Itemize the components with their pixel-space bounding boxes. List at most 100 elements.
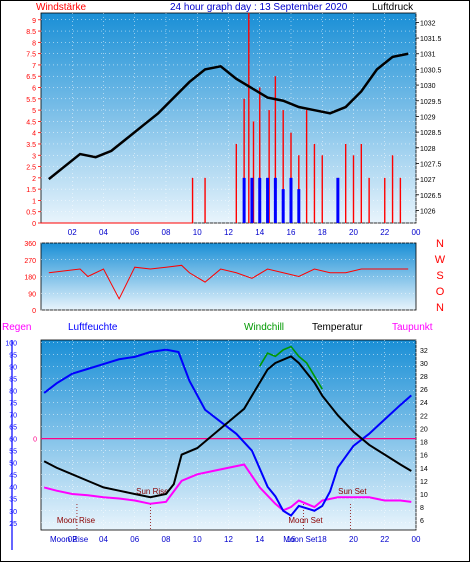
pressure-tick-label: 1026.5 (420, 193, 442, 200)
humidity-tick-label: 35 (9, 497, 17, 504)
temperature-tick-label: 18 (420, 440, 428, 447)
wind-tick-label: 6 (32, 86, 36, 93)
x-tick-label: 06 (130, 228, 139, 237)
x-tick-label: 20 (349, 228, 358, 237)
pressure-tick-label: 1028 (420, 146, 436, 153)
wind-tick-label: 5 (32, 108, 36, 115)
humidity-temperature-plot-area (40, 339, 417, 531)
x-tick-label: 16 (287, 228, 296, 237)
direction-tick-label: 360 (24, 241, 36, 248)
direction-tick-label: 0 (32, 308, 36, 315)
sun-set-annotation: Sun Set (338, 487, 367, 496)
pressure-tick-label: 1029.5 (420, 99, 442, 106)
temperature-tick-label: 10 (420, 492, 428, 499)
dewpoint-legend: Taupunkt (392, 322, 433, 333)
humidity-tick-label: 85 (9, 376, 17, 383)
pressure-tick-label: 1031 (420, 52, 436, 59)
humidity-tick-label: 90 (9, 364, 17, 371)
compass-label: S (436, 270, 443, 282)
x-tick-label: 10 (193, 228, 202, 237)
wind-tick-label: 4 (32, 131, 36, 138)
humidity-tick-label: 70 (9, 413, 17, 420)
wind-tick-label: 2 (32, 176, 36, 183)
direction-tick-label: 270 (24, 258, 36, 265)
temperature-tick-label: 12 (420, 479, 428, 486)
sun-rise-annotation: Sun Rise (136, 487, 169, 496)
wind-tick-label: 2.5 (26, 165, 36, 172)
temperature-tick-label: 20 (420, 426, 428, 433)
wind-tick-label: 8 (32, 40, 36, 47)
x-tick-label: 08 (162, 228, 171, 237)
wind-tick-label: 5.5 (26, 97, 36, 104)
direction-tick-label: 180 (24, 275, 36, 282)
moon-rise-annotation: Moon Rise (57, 516, 96, 525)
x-tick-label: 04 (99, 228, 108, 237)
humidity-tick-label: 80 (9, 389, 17, 396)
x-tick-label: 12 (224, 228, 233, 237)
x-tick-label: 22 (380, 228, 389, 237)
humidity-tick-label: 65 (9, 425, 17, 432)
x-tick-label: 10 (193, 535, 202, 544)
pressure-tick-label: 1030.5 (420, 67, 442, 74)
wind-tick-label: 1 (32, 198, 36, 205)
x-tick-label: 06 (130, 535, 139, 544)
humidity-tick-label: 40 (9, 485, 17, 492)
wind-tick-label: 0 (32, 221, 36, 228)
wind-tick-label: 7 (32, 63, 36, 70)
moon-set-annotation: Moon Set (288, 516, 323, 525)
moon-set-axis-label: Moon Set (283, 535, 318, 544)
humidity-tick-label: 100 (5, 340, 17, 347)
wind-tick-label: 9 (32, 18, 36, 25)
x-tick-label: 14 (255, 535, 264, 544)
humidity-tick-label: 50 (9, 461, 17, 468)
wind-tick-label: 8.5 (26, 29, 36, 36)
temperature-tick-label: 6 (420, 518, 424, 525)
wind-tick-label: 7.5 (26, 52, 36, 59)
humidity-line (43, 348, 412, 517)
x-tick-label: 00 (412, 228, 421, 237)
wind-tick-label: 6.5 (26, 74, 36, 81)
pressure-tick-label: 1027.5 (420, 161, 442, 168)
pressure-axis-title: Luftdruck (372, 2, 414, 13)
x-tick-label: 08 (162, 535, 171, 544)
temperature-tick-label: 14 (420, 466, 428, 473)
humidity-tick-label: 95 (9, 352, 17, 359)
x-tick-label: 02 (68, 535, 77, 544)
temperature-legend: Temperatur (312, 322, 363, 333)
temperature-tick-label: 22 (420, 413, 428, 420)
wind-tick-label: 4.5 (26, 119, 36, 126)
humidity-axis-title: Luftfeuchte (68, 322, 118, 333)
wind-tick-label: 0.5 (26, 210, 36, 217)
x-tick-label: 04 (99, 535, 108, 544)
x-tick-label: 14 (255, 228, 264, 237)
temperature-tick-label: 26 (420, 387, 428, 394)
humidity-tick-label: 55 (9, 449, 17, 456)
x-tick-label: 18 (318, 228, 327, 237)
moon-rise-axis-label: Moon Rise (50, 535, 89, 544)
direction-tick-label: 90 (28, 291, 36, 298)
compass-label: W (435, 254, 446, 266)
wind-tick-label: 3 (32, 153, 36, 160)
x-tick-label: 20 (349, 535, 358, 544)
humidity-tick-label: 30 (9, 509, 17, 516)
compass-label: O (436, 286, 445, 298)
windchill-legend: Windchill (244, 322, 284, 333)
pressure-line (48, 52, 409, 181)
temperature-tick-label: 8 (420, 505, 424, 512)
wind-tick-label: 1.5 (26, 187, 36, 194)
rain-axis-title: Regen (2, 322, 31, 333)
x-tick-label: 02 (68, 228, 77, 237)
pressure-tick-label: 1027 (420, 177, 436, 184)
pressure-tick-label: 1030 (420, 83, 436, 90)
wind-tick-label: 3.5 (26, 142, 36, 149)
compass-label: N (436, 238, 444, 250)
pressure-tick-label: 1029 (420, 114, 436, 121)
rain-value-label: 0 (33, 437, 37, 444)
pressure-tick-label: 1031.5 (420, 36, 442, 43)
temperature-tick-label: 28 (420, 374, 428, 381)
pressure-tick-label: 1028.5 (420, 130, 442, 137)
x-tick-label: 12 (224, 535, 233, 544)
x-tick-label: 18 (318, 535, 327, 544)
pressure-tick-label: 1032 (420, 20, 436, 27)
